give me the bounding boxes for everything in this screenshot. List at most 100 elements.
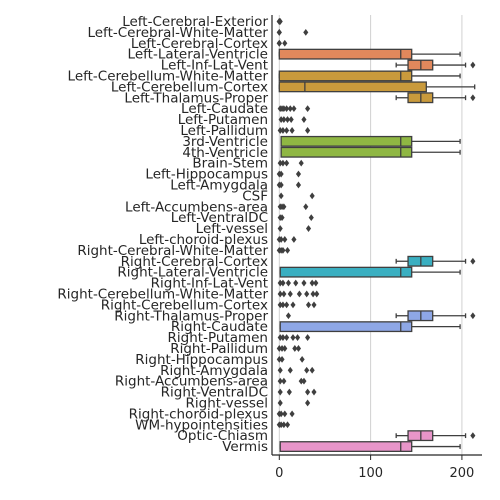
category-label: Optic-Chiasm	[177, 428, 268, 444]
outlier-point	[281, 116, 287, 123]
outlier-point	[308, 214, 314, 222]
outlier-point	[278, 410, 284, 418]
outlier-point	[284, 159, 290, 167]
outlier-point	[277, 18, 283, 25]
category-label: Left-vessel	[196, 221, 268, 237]
outlier-point	[276, 28, 282, 36]
outlier-point	[279, 345, 285, 352]
outlier-point	[303, 28, 309, 36]
iqr-box	[280, 135, 413, 147]
outlier-point	[278, 170, 284, 178]
outlier-point	[282, 345, 288, 352]
category-label: Right-Putamen	[168, 330, 268, 346]
category-label: Left-Cerebellum-White-Matter	[68, 68, 269, 84]
outlier-point	[280, 127, 286, 134]
outlier-point	[282, 410, 288, 418]
box	[278, 70, 461, 82]
outlier-point	[298, 377, 304, 385]
category-label: Left-Pallidum	[180, 123, 268, 139]
outlier-point	[305, 388, 311, 396]
category-label: Right-Amygdala	[160, 363, 268, 379]
outlier-point	[291, 105, 297, 113]
category-label: WM-hypointensities	[135, 417, 268, 433]
category-label: CSF	[242, 188, 268, 204]
category-label: Right-Lateral-Ventricle	[117, 265, 268, 281]
category-label: Left-Hippocampus	[145, 167, 268, 183]
outlier-point	[305, 105, 311, 113]
outlier-point	[285, 279, 291, 287]
box	[395, 59, 467, 71]
outlier-point	[305, 301, 312, 309]
category-label: Right-Thalamus-Proper	[114, 308, 268, 324]
outlier-point	[279, 355, 285, 363]
boxes	[276, 18, 476, 453]
outlier-point	[277, 399, 283, 407]
category-label: Left-Caudate	[181, 101, 268, 117]
outlier-point	[470, 432, 476, 440]
outlier-point	[278, 181, 284, 189]
category-label: Left-choroid-plexus	[139, 232, 268, 248]
category-label: Left-Thalamus-Proper	[124, 90, 268, 106]
outlier-point	[304, 366, 310, 374]
box	[395, 92, 467, 104]
outlier-point	[301, 279, 307, 287]
outlier-point	[281, 421, 287, 429]
category-label: Vermis	[222, 439, 268, 455]
iqr-box	[278, 81, 427, 93]
outlier-point	[295, 345, 302, 352]
category-label: Right-Cerebellum-White-Matter	[57, 286, 268, 302]
outlier-point	[289, 127, 295, 134]
outlier-point	[277, 377, 283, 385]
outlier-point	[296, 290, 302, 298]
category-label: Right-Cerebral-Cortex	[121, 254, 268, 270]
box	[279, 321, 461, 333]
category-label: Right-vessel	[186, 395, 268, 411]
box	[280, 135, 461, 147]
outlier-point	[281, 105, 287, 113]
outlier-point	[277, 279, 283, 287]
category-label: Brain-Stem	[192, 156, 268, 172]
outlier-point	[285, 312, 291, 320]
outlier-point	[282, 39, 288, 47]
box	[395, 430, 467, 442]
iqr-box	[278, 70, 413, 82]
outlier-point	[470, 94, 476, 102]
outlier-point	[305, 127, 311, 134]
outlier-point	[309, 279, 315, 287]
outlier-point	[281, 203, 287, 211]
outlier-point	[295, 181, 302, 189]
category-label: 3rd-Ventricle	[182, 134, 268, 150]
outlier-point	[298, 159, 304, 167]
outlier-point	[311, 301, 317, 309]
outlier-point	[304, 290, 310, 298]
outlier-point	[301, 116, 307, 123]
outlier-point	[301, 377, 307, 385]
outlier-point	[284, 301, 290, 309]
category-label: Left-Accumbens-area	[125, 199, 268, 215]
outlier-point	[284, 127, 290, 134]
outlier-point	[280, 159, 286, 167]
outlier-point	[281, 377, 287, 385]
category-label: Right-Cerebellum-Cortex	[101, 297, 268, 313]
outlier-point	[295, 170, 302, 178]
outlier-point	[287, 105, 293, 113]
outlier-point	[284, 334, 290, 341]
outlier-point	[277, 301, 283, 309]
iqr-box	[280, 146, 413, 158]
outlier-point	[287, 290, 293, 298]
x-tick-label-2: 200	[449, 466, 474, 481]
outlier-point	[276, 355, 282, 363]
category-label: Right-choroid-plexus	[129, 406, 268, 422]
outlier-point	[278, 192, 284, 200]
category-label: Right-VentralDC	[161, 385, 268, 401]
box	[395, 255, 467, 267]
outlier-point	[280, 334, 286, 341]
outlier-point	[289, 410, 295, 418]
category-label: 4th-Ventricle	[182, 145, 268, 161]
outlier-point	[280, 246, 286, 254]
outlier-point	[278, 236, 284, 243]
outlier-point	[303, 203, 309, 211]
outlier-point	[281, 290, 287, 298]
outlier-point	[299, 355, 305, 363]
outlier-point	[295, 334, 301, 341]
